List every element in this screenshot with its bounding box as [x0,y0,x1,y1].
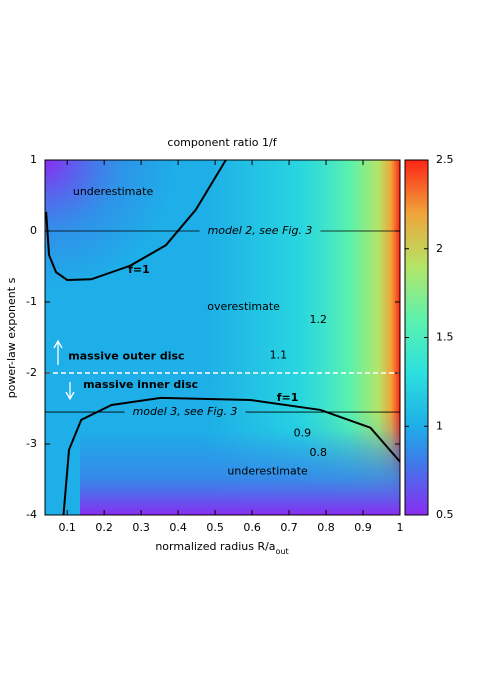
x-tick-label: 0.5 [206,521,224,534]
colorbar-tick-label: 2 [436,242,443,255]
annotation: f=1 [128,263,150,276]
contour-line [62,396,401,516]
heatmap [45,160,400,515]
y-axis-label: power-law exponent s [5,277,18,398]
y-tick-label: -4 [26,508,37,521]
colorbar-tick-label: 1.5 [436,331,454,344]
annotation: underestimate [73,185,154,198]
x-tick-label: 0.7 [280,521,298,534]
plot-frame [44,159,401,516]
annotation: massive inner disc [83,378,198,391]
contour-line [45,159,227,281]
x-tick-label: 0.4 [169,521,187,534]
colorbar-tick-label: 2.5 [436,153,454,166]
direction-arrows [53,339,75,401]
colorbar-tick-label: 0.5 [436,508,454,521]
annotation: underestimate [227,465,308,478]
annotation: 1.2 [310,313,328,326]
x-tick-label: 0.2 [95,521,113,534]
annotation: overestimate [207,300,280,313]
annotation: 0.8 [310,446,328,459]
x-axis-label: normalized radius R/aout [155,540,288,556]
annotation: massive outer disc [68,350,184,363]
chart-title: component ratio 1/f [167,136,277,149]
x-tick-label: 0.9 [354,521,372,534]
y-tick-label: -2 [26,366,37,379]
reference-line-label: model 2, see Fig. 3 [208,224,313,237]
x-axis-label-text: normalized radius R/a [155,540,275,553]
y-tick-label: -3 [26,437,37,450]
annotation: 1.1 [270,348,288,361]
x-axis-label-sub: out [276,547,289,556]
x-tick-label: 0.8 [317,521,335,534]
colorbar-tick-label: 1 [436,419,443,432]
annotation: 0.9 [294,426,312,439]
y-tick-label: -1 [26,295,37,308]
reference-line-label: model 3, see Fig. 3 [133,405,238,418]
y-tick-label: 0 [30,224,37,237]
x-tick-label: 0.3 [132,521,150,534]
y-tick-label: 1 [30,153,37,166]
annotation: f=1 [277,391,299,404]
x-tick-label: 0.6 [243,521,261,534]
x-tick-label: 1 [397,521,404,534]
x-tick-label: 0.1 [58,521,76,534]
